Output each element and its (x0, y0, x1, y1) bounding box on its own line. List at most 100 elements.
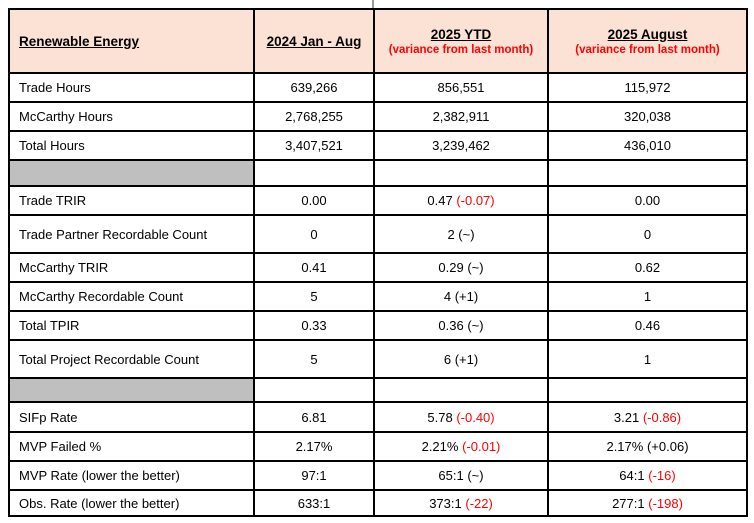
table-row: Total TPIR 0.33 0.36 (~) 0.46 (8, 310, 748, 341)
cell-value: 2.17% (295, 439, 333, 454)
row-label: Trade Partner Recordable Count (8, 214, 255, 254)
row-label: McCarthy Hours (8, 101, 255, 132)
value-cell: 373:1 (-22) (373, 489, 549, 517)
cell-value: 1 (643, 289, 652, 304)
cell-value: 3,407,521 (285, 138, 343, 153)
cell-value: 320,038 (624, 109, 671, 124)
row-label: Total Hours (8, 130, 255, 161)
empty-cell (253, 159, 375, 187)
empty-cell (253, 377, 375, 403)
table-row: Total Hours 3,407,521 3,239,462 436,010 (8, 130, 748, 161)
header-row: Renewable Energy 2024 Jan - Aug 2025 YTD… (8, 8, 748, 74)
cell-value: 2,382,911 (432, 109, 490, 124)
value-cell: 0.00 (253, 185, 375, 216)
cell-value: 436,010 (624, 138, 671, 153)
cell-value: 5 (310, 289, 318, 304)
value-cell: 4 (+1) (373, 281, 549, 312)
cell-value: 0.00 (634, 193, 661, 208)
table-row: SIFp Rate 6.81 5.78 (-0.40) 3.21 (-0.86) (8, 401, 748, 433)
value-cell: 1 (547, 339, 748, 379)
value-cell: 0.46 (547, 310, 748, 341)
header-title: 2024 Jan - Aug (266, 33, 362, 49)
cell-variance: (+1) (454, 351, 479, 367)
row-label: Trade Hours (8, 72, 255, 103)
cell-value: 4 (443, 289, 452, 304)
header-renewable-energy: Renewable Energy (8, 8, 255, 74)
table-row: Obs. Rate (lower the better) 633:1 373:1 (… (8, 489, 748, 517)
row-label: SIFp Rate (8, 401, 255, 433)
value-cell: 115,972 (547, 72, 748, 103)
cell-value: 0.41 (301, 260, 327, 275)
header-2025-ytd: 2025 YTD (variance from last month) (373, 8, 549, 74)
table-body: Trade Hours 639,266 856,551 115,972 McCarthy… (8, 72, 748, 517)
value-cell: 5 (253, 281, 375, 312)
cell-value: 2 (447, 226, 455, 242)
value-cell: 3,407,521 (253, 130, 375, 161)
header-variance-note: (variance from last month) (388, 43, 534, 56)
cell-value: 6.81 (301, 409, 327, 425)
value-cell: 3,239,462 (373, 130, 549, 161)
cell-variance: (~) (467, 468, 484, 483)
cell-value: 0.29 (438, 260, 464, 275)
row-label: MVP Failed % (8, 431, 255, 462)
value-cell: 0.00 (547, 185, 748, 216)
cell-value: 373:1 (429, 495, 462, 511)
row-label: Obs. Rate (lower the better) (8, 489, 255, 517)
separator-cell (8, 377, 255, 403)
cell-value: 0.47 (427, 193, 453, 208)
cell-variance: (-198) (648, 495, 683, 511)
table-row: Trade Partner Recordable Count 0 2 (~) 0 (8, 214, 748, 254)
value-cell: 0.36 (~) (373, 310, 549, 341)
header-2025-august: 2025 August (variance from last month) (547, 8, 748, 74)
row-label: Trade TRIR (8, 185, 255, 216)
cell-variance: (~) (467, 260, 484, 275)
cell-value: 3,239,462 (432, 138, 490, 153)
cell-value: 2.17% (606, 439, 644, 454)
cell-value: 64:1 (619, 468, 645, 483)
row-label: Total TPIR (8, 310, 255, 341)
value-cell: 320,038 (547, 101, 748, 132)
cell-value: 2.21% (421, 439, 459, 454)
cell-variance: (~) (467, 318, 484, 333)
cell-variance: (-0.40) (456, 409, 495, 425)
value-cell: 639,266 (253, 72, 375, 103)
value-cell: 3.21 (-0.86) (547, 401, 748, 433)
value-cell: 5 (253, 339, 375, 379)
table-row: Trade Hours 639,266 856,551 115,972 (8, 72, 748, 103)
cell-value: 6 (443, 351, 452, 367)
cell-value: 1 (643, 351, 652, 367)
cell-variance: (+1) (454, 289, 479, 304)
cell-value: 639,266 (290, 80, 338, 95)
cell-variance: (-22) (465, 495, 493, 511)
cell-value: 0.33 (301, 318, 327, 333)
cell-value: 2,768,255 (285, 109, 343, 124)
cell-value: 115,972 (624, 80, 671, 95)
cell-value: 65:1 (438, 468, 464, 483)
value-cell: 97:1 (253, 460, 375, 491)
header-2024-jan-aug: 2024 Jan - Aug (253, 8, 375, 74)
cell-variance: (-0.07) (456, 193, 495, 208)
table-row: MVP Failed % 2.17% 2.21% (-0.01) 2.17% (+0.… (8, 431, 748, 462)
value-cell: 436,010 (547, 130, 748, 161)
cell-value: 0.36 (438, 318, 464, 333)
value-cell: 2.17% (+0.06) (547, 431, 748, 462)
value-cell: 0.62 (547, 252, 748, 283)
empty-cell (547, 159, 748, 187)
row-label: Total Project Recordable Count (8, 339, 255, 379)
table-row: MVP Rate (lower the better) 97:1 65:1 (~) 6… (8, 460, 748, 491)
value-cell: 277:1 (-198) (547, 489, 748, 517)
table-row: McCarthy TRIR 0.41 0.29 (~) 0.62 (8, 252, 748, 283)
value-cell: 0.47 (-0.07) (373, 185, 549, 216)
cell-variance: (-0.86) (642, 409, 682, 425)
cell-value: 0 (310, 226, 318, 242)
value-cell: 65:1 (~) (373, 460, 549, 491)
value-cell: 856,551 (373, 72, 549, 103)
cell-value: 277:1 (612, 495, 645, 511)
cell-value: 5.78 (427, 409, 453, 425)
cell-value: 0 (643, 226, 652, 242)
cell-variance: (~) (458, 226, 475, 242)
cell-value: 0.00 (301, 193, 327, 208)
cell-value: 856,551 (437, 80, 485, 95)
separator-row (8, 159, 748, 187)
header-variance-note: (variance from last month) (575, 43, 720, 56)
